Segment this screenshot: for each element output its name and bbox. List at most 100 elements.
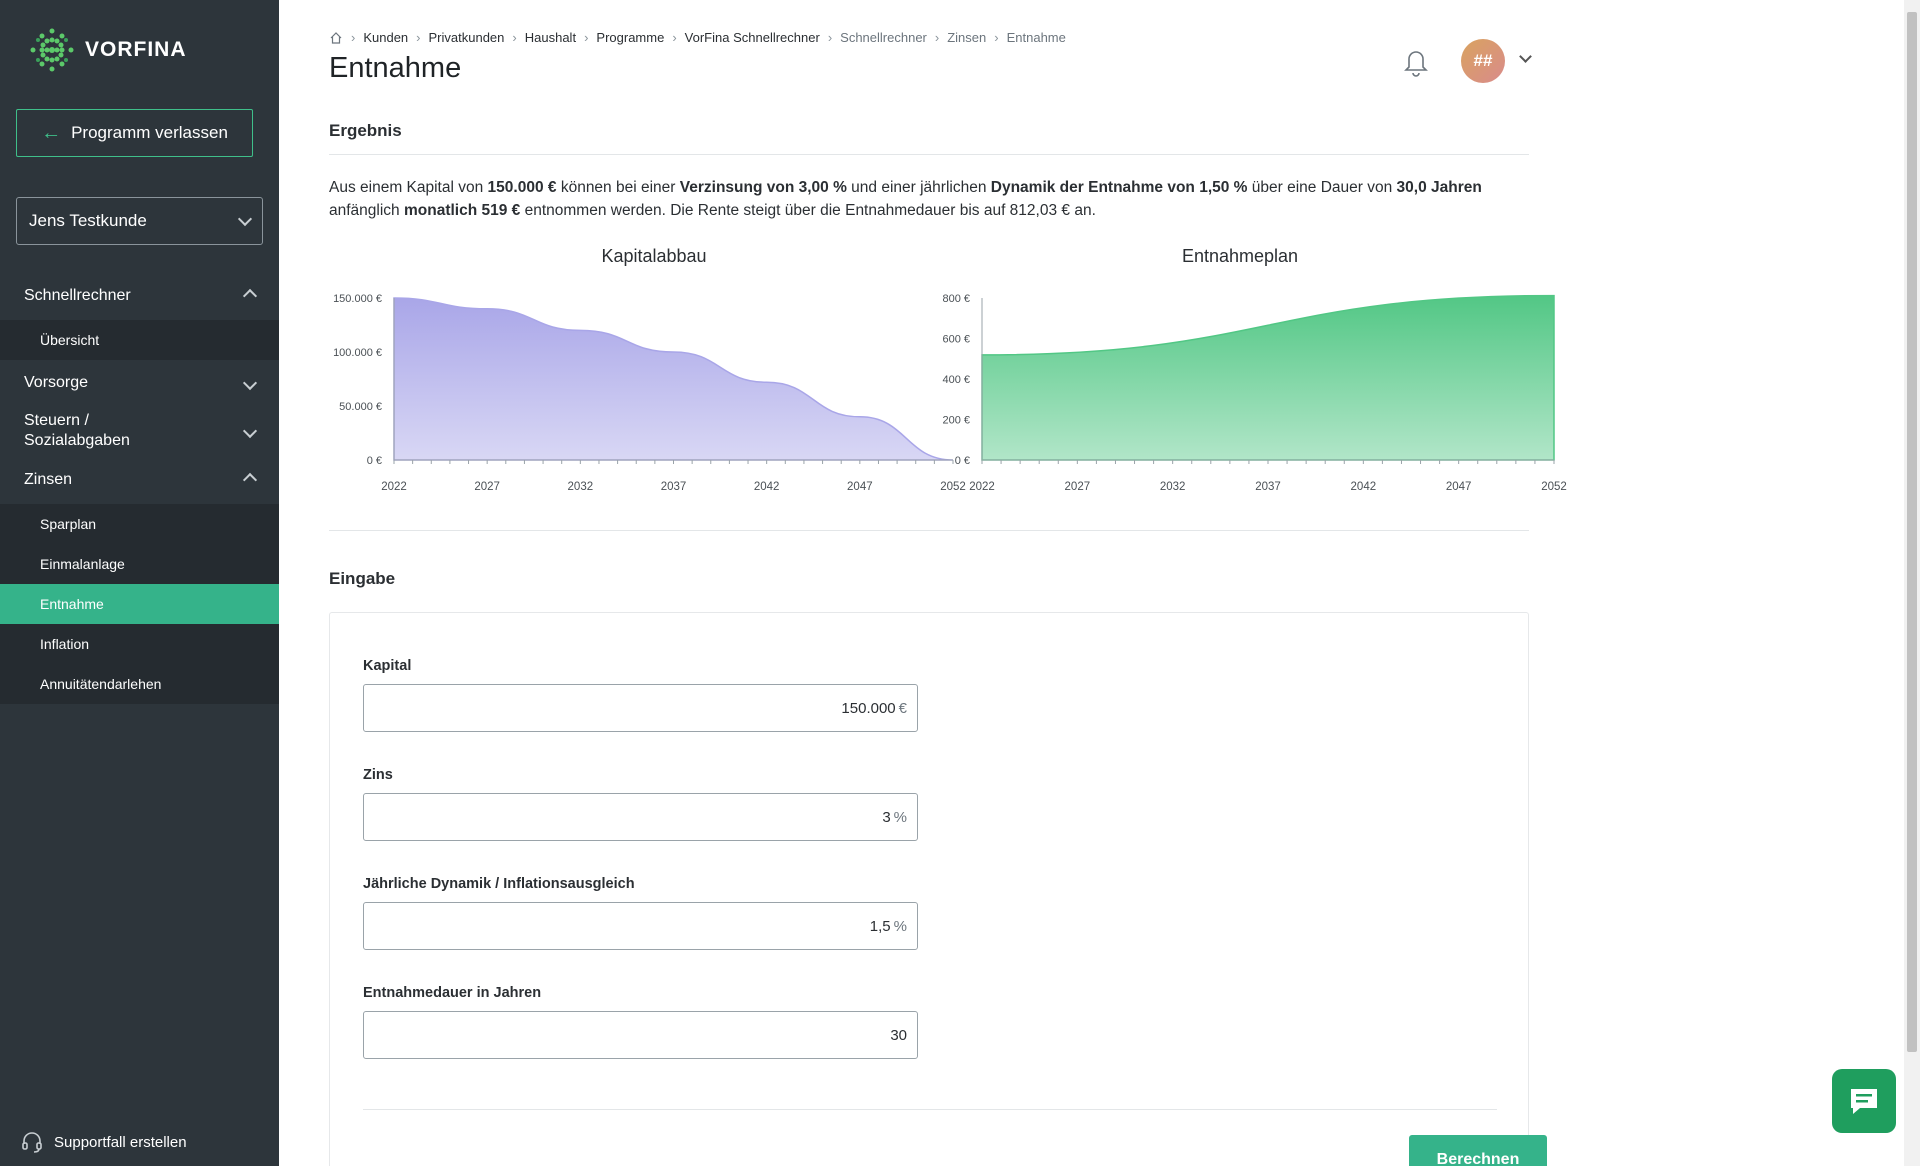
main-content: › Kunden › Privatkunden › Haushalt › Pro… <box>279 0 1904 1166</box>
chart-title: Kapitalabbau <box>601 246 707 266</box>
breadcrumb-separator: › <box>416 30 421 45</box>
input-section-title: Eingabe <box>329 569 396 588</box>
nav-group-label-line2: Sozialabgaben <box>24 432 130 449</box>
dynamik-label: Jährliche Dynamik / Inflationsausgleich <box>363 876 635 892</box>
logo[interactable]: VORFINA <box>29 27 187 73</box>
sidebar-item-uebersicht[interactable]: Übersicht <box>0 320 279 360</box>
x-tick-label: 2037 <box>661 481 687 493</box>
chevron-down-icon[interactable] <box>1519 50 1532 63</box>
breadcrumb-item[interactable]: Kunden <box>363 30 409 45</box>
breadcrumb-item[interactable]: Schnellrechner <box>840 30 927 45</box>
sidebar-item-annuitaetendarlehen[interactable]: Annuitätendarlehen <box>0 664 279 704</box>
x-tick-label: 2032 <box>568 481 594 493</box>
x-tick-label: 2047 <box>847 481 873 493</box>
nav-group-label: Zinsen <box>24 471 73 488</box>
y-tick-label: 800 € <box>942 293 970 305</box>
bell-icon[interactable] <box>1401 45 1431 77</box>
sidebar-item-label: Einmalanlage <box>40 556 125 572</box>
chevron-down-icon <box>242 375 258 391</box>
dauer-value: 30 <box>890 1026 907 1044</box>
client-select[interactable]: Jens Testkunde <box>16 197 263 245</box>
sidebar: VORFINA ← Programm verlassen Jens Testku… <box>0 0 279 1166</box>
nav-group-label: Schnellrechner <box>24 287 131 304</box>
result-highlight: 30,0 Jahren <box>1396 179 1482 196</box>
dynamik-input[interactable]: 1,5 % <box>363 902 918 950</box>
kapital-input[interactable]: 150.000 € <box>363 684 918 732</box>
result-text-part: entnommen werden. Die Rente steigt über … <box>520 202 1096 219</box>
x-tick-label: 2042 <box>1351 481 1377 493</box>
breadcrumb-separator: › <box>934 30 940 45</box>
x-tick-label: 2027 <box>1065 481 1091 493</box>
breadcrumb-item[interactable]: Privatkunden <box>428 30 505 45</box>
nav-group-schnellrechner[interactable]: Schnellrechner <box>0 284 279 308</box>
kapitalabbau-chart: 0 € 50.000 € 100.000 € 150.000 € 2022 2027 203… <box>333 293 966 493</box>
y-tick-label: 200 € <box>942 415 970 427</box>
result-section-title: Ergebnis <box>329 121 402 140</box>
chart-title: Entnahmeplan <box>1181 246 1299 266</box>
breadcrumb-separator: › <box>827 30 833 45</box>
sidebar-item-einmalanlage[interactable]: Einmalanlage <box>0 544 279 584</box>
calculate-button[interactable]: Berechnen <box>1409 1135 1547 1166</box>
divider <box>329 154 1529 155</box>
breadcrumb-item[interactable]: Zinsen <box>947 30 987 45</box>
zins-input[interactable]: 3 % <box>363 793 918 841</box>
result-text-part: und einer jährlichen <box>846 179 991 196</box>
input-card: Kapital 150.000 € Zins 3 % Jährliche Dyn… <box>329 612 1547 1166</box>
dynamik-unit: % <box>893 917 907 935</box>
sidebar-item-sparplan[interactable]: Sparplan <box>0 504 279 544</box>
result-text-part: Aus einem Kapital von <box>329 179 488 196</box>
kapital-label: Kapital <box>363 658 412 674</box>
chart-area-series <box>981 294 1555 461</box>
breadcrumb-separator: › <box>672 30 677 45</box>
zins-value: 3 <box>882 808 891 826</box>
sidebar-item-label: Sparplan <box>40 516 97 532</box>
breadcrumb-separator: › <box>512 30 517 45</box>
logo-text: VORFINA <box>85 38 187 61</box>
x-tick-label: 2022 <box>969 481 995 493</box>
sidebar-item-label: Inflation <box>40 636 90 652</box>
x-tick-label: 2022 <box>381 481 407 493</box>
scrollbar[interactable] <box>1904 0 1920 1166</box>
chat-button[interactable] <box>1832 1069 1896 1133</box>
headset-icon <box>22 1132 42 1153</box>
breadcrumb-item[interactable]: VorFina Schnellrechner <box>684 30 820 45</box>
exit-program-label: Programm verlassen <box>71 123 228 142</box>
breadcrumb-separator: › <box>994 30 999 45</box>
nav-group-zinsen[interactable]: Zinsen <box>0 468 279 492</box>
x-tick-label: 2047 <box>1446 481 1472 493</box>
dauer-input[interactable]: 30 <box>363 1011 918 1059</box>
chevron-up-icon <box>242 472 258 488</box>
support-label: Supportfall erstellen <box>54 1133 187 1151</box>
divider <box>363 1109 1497 1110</box>
result-text-part: anfänglich <box>329 202 404 219</box>
nav-group-vorsorge[interactable]: Vorsorge <box>0 371 279 395</box>
y-tick-label: 150.000 € <box>333 293 382 305</box>
create-support-case-button[interactable]: Supportfall erstellen <box>20 1130 187 1154</box>
chevron-up-icon <box>242 288 258 304</box>
result-summary: Aus einem Kapital von 150.000 € können b… <box>329 176 1529 222</box>
avatar[interactable]: ## <box>1461 39 1505 83</box>
scrollbar-thumb[interactable] <box>1907 12 1917 1052</box>
sidebar-item-entnahme[interactable]: Entnahme <box>0 584 279 624</box>
home-icon[interactable] <box>329 31 343 45</box>
breadcrumb-item[interactable]: Programme <box>596 30 665 45</box>
chart-area-series <box>393 297 954 461</box>
y-tick-label: 400 € <box>942 374 970 386</box>
y-tick-label: 600 € <box>942 334 970 346</box>
y-tick-label: 100.000 € <box>333 347 382 359</box>
result-highlight: Verzinsung von 3,00 % <box>679 179 847 196</box>
result-highlight: monatlich 519 € <box>403 202 521 219</box>
nav-group-steuern[interactable]: Steuern / Sozialabgaben <box>0 409 279 453</box>
dauer-label: Entnahmedauer in Jahren <box>363 985 542 1001</box>
vorfina-logo-icon <box>30 28 74 72</box>
zins-unit: % <box>893 808 907 826</box>
client-select-value: Jens Testkunde <box>29 211 147 230</box>
x-tick-label: 2027 <box>474 481 500 493</box>
breadcrumb-item[interactable]: Haushalt <box>524 30 577 45</box>
sidebar-item-inflation[interactable]: Inflation <box>0 624 279 664</box>
sidebar-item-label: Übersicht <box>40 332 100 348</box>
exit-program-button[interactable]: ← Programm verlassen <box>16 109 253 157</box>
chat-icon <box>1851 1089 1877 1114</box>
zinsen-submenu: Sparplan Einmalanlage Entnahme Inflation… <box>0 504 279 704</box>
page-title: Entnahme <box>329 52 462 84</box>
